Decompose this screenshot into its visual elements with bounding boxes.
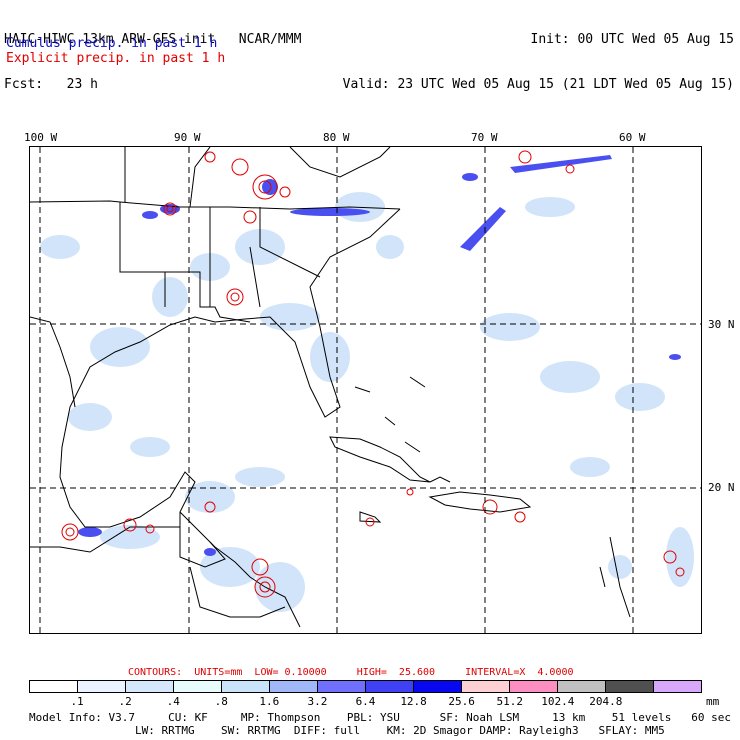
colorbar-swatch: [174, 681, 222, 692]
colorbar-swatch: [510, 681, 558, 692]
colorbar-tick-label: 51.2: [496, 695, 523, 708]
precip-map: [29, 146, 702, 634]
colorbar-tick-label: 1.6: [259, 695, 280, 708]
colorbar-swatch: [558, 681, 606, 692]
explicit-precip-label: Explicit precip. in past 1 h: [6, 51, 226, 66]
model-line: HAIC-HIWC 13km ARW-GFS init NCAR/MMM: [4, 32, 302, 47]
init-valid-times: Init: 00 UTC Wed 05 Aug 15 Valid: 23 UTC…: [343, 2, 734, 107]
colorbar-swatch: [366, 681, 414, 692]
model-info-line2: LW: RRTMG SW: RRTMG DIFF: full KM: 2D Sm…: [29, 724, 665, 737]
colorbar-swatch: [606, 681, 654, 692]
lon-label-80w: 80 W: [323, 131, 350, 144]
coastlines: [29, 146, 631, 628]
colorbar-swatch: [78, 681, 126, 692]
lat-lon-grid: [30, 147, 701, 633]
colorbar-tick-label: 25.6: [448, 695, 475, 708]
valid-time: Valid: 23 UTC Wed 05 Aug 15 (21 LDT Wed …: [342, 77, 734, 92]
cumulus-precip-light: [40, 192, 694, 612]
lon-label-100w: 100 W: [24, 131, 58, 144]
colorbar-tick-label: .1: [70, 695, 84, 708]
colorbar-swatch: [270, 681, 318, 692]
colorbar-swatch: [462, 681, 510, 692]
lon-label-70w: 70 W: [471, 131, 498, 144]
lon-label-90w: 90 W: [174, 131, 201, 144]
colorbar-swatch: [126, 681, 174, 692]
colorbar-tick-label: 3.2: [307, 695, 328, 708]
colorbar-swatch: [414, 681, 462, 692]
explicit-precip-contours: [61, 150, 685, 598]
colorbar-swatch: [654, 681, 701, 692]
contour-info: CONTOURS: UNITS=mm LOW= 0.10000 HIGH= 25…: [128, 667, 574, 678]
lat-label-30n: 30 N: [708, 318, 735, 331]
colorbar-tick-label: 102.4: [541, 695, 575, 708]
colorbar-swatch: [318, 681, 366, 692]
lon-label-60w: 60 W: [619, 131, 646, 144]
colorbar-tick-label: 12.8: [400, 695, 427, 708]
forecast-hour: Fcst: 23 h: [4, 77, 98, 92]
lat-label-20n: 20 N: [708, 481, 735, 494]
colorbar-swatch: [222, 681, 270, 692]
map-canvas: [29, 146, 701, 633]
colorbar-swatch: [30, 681, 78, 692]
colorbar-tick-label: 204.8: [589, 695, 623, 708]
init-time: Init: 00 UTC Wed 05 Aug 15: [530, 32, 735, 47]
colorbar-tick-label: .2: [118, 695, 132, 708]
precip-colorbar: [29, 680, 702, 693]
model-info-line1: Model Info: V3.7 CU: KF MP: Thompson PBL…: [29, 711, 731, 724]
colorbar-tick-label: .4: [166, 695, 180, 708]
colorbar-tick-label: 6.4: [355, 695, 376, 708]
cumulus-precip-label: Cumulus precip. in past 1 h: [6, 36, 218, 51]
colorbar-units: mm: [706, 695, 720, 708]
model-title: HAIC-HIWC 13km ARW-GFS init NCAR/MMM Fcs…: [4, 2, 301, 107]
colorbar-tick-label: .8: [214, 695, 228, 708]
